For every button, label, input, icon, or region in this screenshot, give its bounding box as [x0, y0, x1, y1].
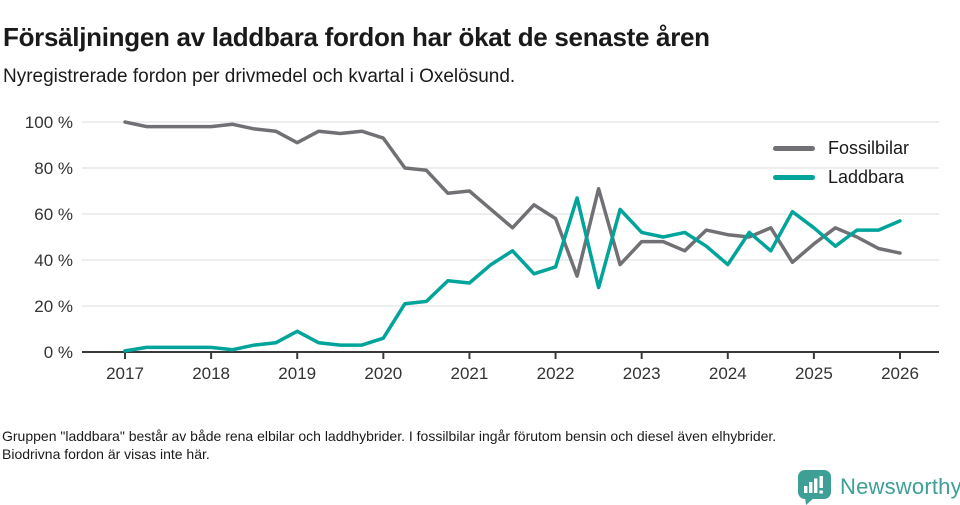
- x-tick-label: 2019: [278, 364, 316, 383]
- footnote: Gruppen "laddbara" består av både rena e…: [2, 428, 777, 463]
- subtitle: Nyregistrerade fordon per drivmedel och …: [3, 66, 516, 87]
- y-tick-label: 60 %: [34, 205, 73, 224]
- chart-legend: Fossilbilar Laddbara: [773, 138, 909, 188]
- x-tick-label: 2021: [451, 364, 489, 383]
- legend-label-laddbara: Laddbara: [828, 167, 905, 187]
- y-tick-label: 80 %: [34, 159, 73, 178]
- x-tick-label: 2025: [795, 364, 833, 383]
- x-tick-label: 2022: [537, 364, 575, 383]
- legend-item-laddbara: Laddbara: [773, 167, 909, 188]
- newsworthy-logo[interactable]: Newsworthy: [797, 469, 960, 505]
- x-tick-label: 2024: [709, 364, 747, 383]
- legend-item-fossilbilar: Fossilbilar: [773, 138, 909, 159]
- laddbara-line-swatch: [773, 175, 815, 180]
- legend-label-fossilbilar: Fossilbilar: [828, 138, 910, 158]
- y-tick-label: 20 %: [34, 297, 73, 316]
- y-tick-label: 100 %: [25, 113, 73, 132]
- y-tick-label: 40 %: [34, 251, 73, 270]
- x-tick-label: 2020: [364, 364, 402, 383]
- x-tick-label: 2026: [881, 364, 919, 383]
- y-tick-label: 0 %: [44, 343, 73, 362]
- fossilbilar-line-swatch: [773, 146, 815, 151]
- newsworthy-logo-icon: [798, 470, 831, 505]
- fossilbilar-line: [123, 120, 902, 278]
- x-tick-label: 2017: [106, 364, 144, 383]
- x-tick-label: 2023: [623, 364, 661, 383]
- laddbara-line: [123, 196, 902, 353]
- newsworthy-logo-text: Newsworthy: [840, 474, 960, 499]
- x-tick-label: 2018: [192, 364, 230, 383]
- page-title: Försäljningen av laddbara fordon har öka…: [3, 22, 710, 53]
